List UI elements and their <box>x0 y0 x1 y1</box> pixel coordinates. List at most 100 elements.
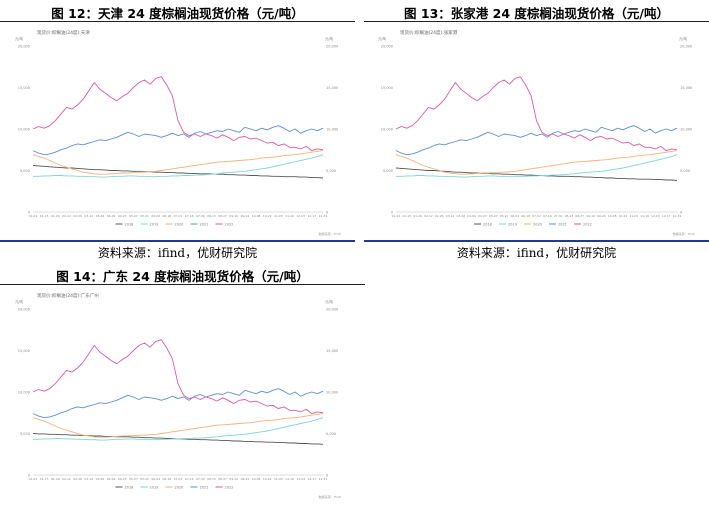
x-tick-label: 02-12 <box>424 214 433 218</box>
x-tick-label: 01-15 <box>402 214 411 218</box>
x-tick-label: 02-12 <box>62 214 71 218</box>
series-line-2021 <box>32 388 324 419</box>
y-tick-label-left: 15,000 <box>18 349 30 353</box>
y-tick-label-right: 15,000 <box>326 349 338 353</box>
y-tick-label-left: 5,000 <box>383 169 393 173</box>
legend-label-2019: 2019 <box>150 485 159 489</box>
x-tick-label: 01-29 <box>51 477 60 481</box>
x-tick-label: 11-19 <box>285 214 294 218</box>
y-tick-label-right: 5,000 <box>326 169 336 173</box>
x-tick-label: 07-02 <box>174 477 183 481</box>
x-tick-label: 01-01 <box>392 214 401 218</box>
y-unit-left: 元/吨 <box>15 36 24 41</box>
x-tick-label: 02-12 <box>62 477 71 481</box>
chart-footer-source: 数据来源：iFinD <box>673 231 696 236</box>
x-tick-label: 01-15 <box>40 214 49 218</box>
x-tick-label: 08-13 <box>207 214 216 218</box>
y-tick-label-left: 20,000 <box>18 45 30 49</box>
series-line-2019 <box>33 154 324 178</box>
y-tick-label-right: 15,000 <box>326 86 338 90</box>
x-tick-label: 03-26 <box>96 477 105 481</box>
source-note-zhangjiagang: 资料来源：ifind，优财研究院 <box>456 246 617 260</box>
panel-title-zhangjiagang: 图 13：张家港 24 度棕榈油现货价格（元/吨） <box>404 6 669 21</box>
x-tick-label: 03-12 <box>84 477 93 481</box>
x-tick-label: 01-29 <box>51 214 60 218</box>
panel-title-guangdong: 图 14：广东 24 度棕榈油现货价格（元/吨） <box>56 269 309 284</box>
y-tick-label-right: 5,000 <box>680 169 690 173</box>
x-tick-label: 05-21 <box>500 214 509 218</box>
legend-label-2021: 2021 <box>558 222 567 226</box>
legend-label-2020: 2020 <box>533 222 542 226</box>
x-tick-label: 12-17 <box>307 477 316 481</box>
series-line-2022 <box>32 76 324 152</box>
y-tick-label-left: 15,000 <box>381 86 393 90</box>
y-tick-label-left: 10,000 <box>381 128 393 132</box>
x-tick-label: 07-16 <box>185 477 194 481</box>
y-tick-label-right: 10,000 <box>326 128 338 132</box>
y-tick-label-right: 20,000 <box>326 45 338 49</box>
x-tick-label: 07-02 <box>532 214 541 218</box>
x-tick-label: 05-07 <box>129 214 138 218</box>
chart-title: 现货价:棕榈油(24度):广东广州 <box>37 292 99 299</box>
x-tick-label: 03-12 <box>446 214 455 218</box>
series-line-2020 <box>32 413 324 438</box>
x-tick-label: 12-31 <box>673 214 682 218</box>
x-tick-label: 11-05 <box>274 477 283 481</box>
x-tick-label: 08-27 <box>575 214 584 218</box>
y-tick-label-left: 15,000 <box>18 86 30 90</box>
legend-label-2021: 2021 <box>200 222 209 226</box>
y-tick-label-right: 0 <box>680 211 682 215</box>
legend-label-2022: 2022 <box>225 222 234 226</box>
x-tick-label: 05-07 <box>489 214 498 218</box>
x-tick-label: 07-30 <box>554 214 563 218</box>
x-tick-label: 05-21 <box>140 214 149 218</box>
chart-title: 现货价:棕榈油(24度):天津 <box>37 29 90 36</box>
legend-label-2018: 2018 <box>125 222 134 226</box>
x-tick-label: 09-24 <box>241 477 250 481</box>
series-line-2020 <box>32 150 324 175</box>
x-tick-label: 07-30 <box>196 214 205 218</box>
x-tick-label: 09-10 <box>229 477 238 481</box>
y-tick-label-left: 5,000 <box>20 169 30 173</box>
x-tick-label: 06-04 <box>151 477 160 481</box>
source-rule-tianjin <box>0 240 355 242</box>
chart-tianjin: 现货价:棕榈油(24度):天津元/吨 元/吨 0 0 5,000 5,000 10,000 1… <box>15 29 342 236</box>
y-tick-label-right: 20,000 <box>326 308 338 312</box>
panel-title-tianjin: 图 12：天津 24 度棕榈油现货价格（元/吨） <box>51 6 304 21</box>
x-tick-label: 12-03 <box>651 214 660 218</box>
y-tick-label-left: 20,000 <box>18 308 30 312</box>
x-tick-label: 02-26 <box>435 214 444 218</box>
x-tick-label: 04-09 <box>107 477 116 481</box>
x-tick-label: 06-18 <box>162 214 171 218</box>
series-line-2021 <box>395 125 678 156</box>
x-tick-label: 02-26 <box>73 477 82 481</box>
x-tick-label: 10-22 <box>619 214 628 218</box>
y-unit-left: 元/吨 <box>378 36 387 41</box>
x-tick-label: 03-26 <box>96 214 105 218</box>
x-tick-label: 11-19 <box>640 214 649 218</box>
legend-label-2020: 2020 <box>175 485 184 489</box>
source-rule-zhangjiagang <box>364 240 709 242</box>
x-tick-label: 10-08 <box>252 477 261 481</box>
series-line-2020 <box>395 150 678 175</box>
y-tick-label-right: 10,000 <box>680 128 692 132</box>
y-tick-label-left: 10,000 <box>18 128 30 132</box>
x-tick-label: 05-07 <box>129 477 138 481</box>
source-note-tianjin: 资料来源：ifind，优财研究院 <box>97 246 258 260</box>
x-tick-label: 11-05 <box>629 214 638 218</box>
x-tick-label: 12-03 <box>296 477 305 481</box>
x-tick-label: 02-26 <box>73 214 82 218</box>
y-tick-label-left: 20,000 <box>381 45 393 49</box>
series-line-2018 <box>32 165 324 179</box>
y-tick-label-right: 0 <box>326 211 328 215</box>
series-line-2021 <box>32 125 324 156</box>
legend-label-2020: 2020 <box>175 222 184 226</box>
x-tick-label: 12-17 <box>307 214 316 218</box>
y-tick-label-left: 0 <box>28 474 30 478</box>
legend-label-2022: 2022 <box>583 222 592 226</box>
title-underline-zhangjiagang <box>364 21 709 22</box>
legend-label-2018: 2018 <box>125 485 134 489</box>
x-tick-label: 04-23 <box>118 477 127 481</box>
x-tick-label: 12-03 <box>296 214 305 218</box>
